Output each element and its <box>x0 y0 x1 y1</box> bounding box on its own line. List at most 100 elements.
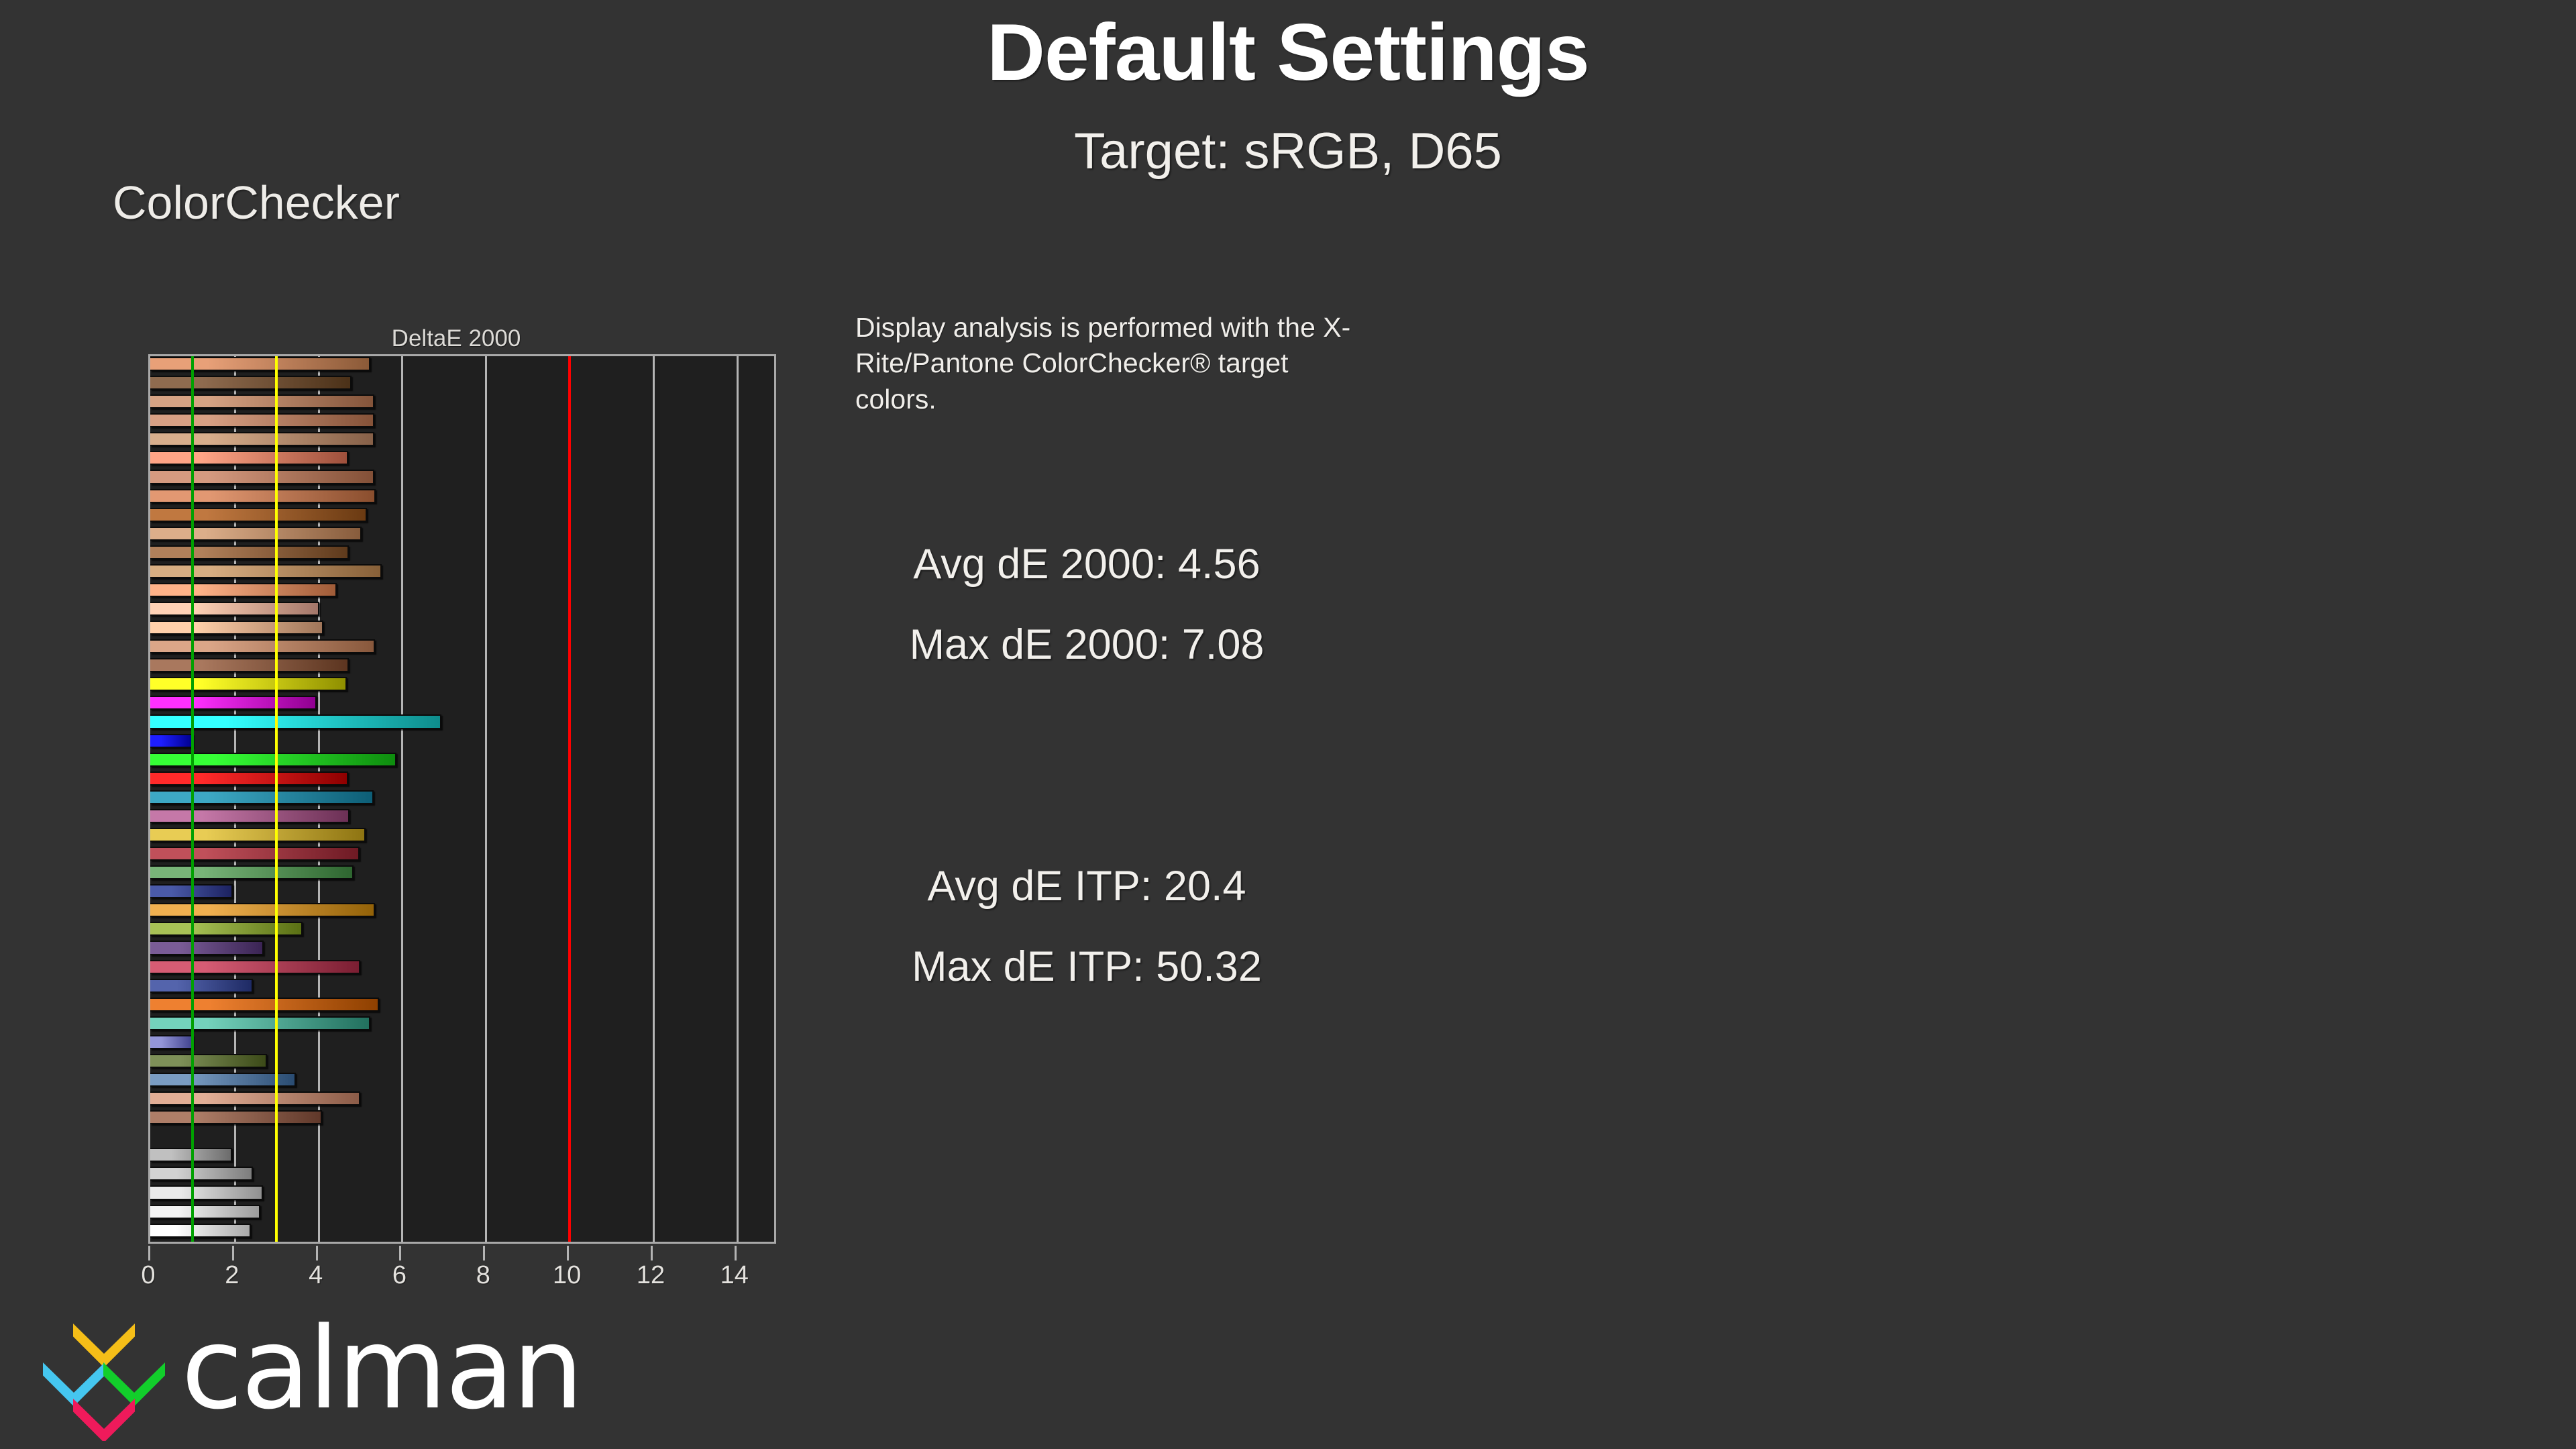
deltae-bar-row <box>150 1185 774 1203</box>
deltae-bar-panel: ColorChecker DeltaE 2000 0 2 4 6 8 10 12 14 <box>0 0 792 1315</box>
deltae-bar <box>150 677 347 692</box>
deltae-bar <box>150 357 370 372</box>
deltae-gridline <box>652 356 655 1242</box>
deltae-bar-row <box>150 752 774 771</box>
deltae-bar <box>150 978 253 993</box>
deltae-tick-label: 0 <box>141 1261 156 1289</box>
deltae-bar <box>150 658 349 673</box>
deltae-bar <box>150 752 396 767</box>
deltae-bar-row <box>150 1072 774 1091</box>
deltae-reference-line <box>191 356 195 1242</box>
colorchecker-section-label: ColorChecker <box>113 176 400 229</box>
deltae-bar <box>150 922 303 936</box>
deltae-chart-title: DeltaE 2000 <box>391 325 521 352</box>
deltae-bar <box>150 1034 193 1049</box>
deltae-bar <box>150 1091 360 1106</box>
deltae-bar <box>150 621 324 635</box>
deltae-tick <box>399 1246 402 1260</box>
deltae-bar-row <box>150 507 774 526</box>
deltae-gridline <box>736 356 739 1242</box>
deltae-bar-row <box>150 1204 774 1223</box>
deltae-plot-area <box>148 354 776 1244</box>
deltae-bar-row <box>150 959 774 978</box>
deltae-bar <box>150 413 374 428</box>
calman-diamond-icon <box>43 1324 165 1441</box>
deltae-bar <box>150 1053 268 1068</box>
deltae-bar <box>150 696 317 710</box>
deltae-bar <box>150 941 264 955</box>
deltae-bar <box>150 903 376 918</box>
deltae-bar <box>150 1016 371 1030</box>
deltae-bar <box>150 545 349 559</box>
deltae-bar <box>150 602 320 616</box>
deltae-bar-row <box>150 1110 774 1128</box>
deltae-bar <box>150 376 352 390</box>
deltae-x-tickmarks <box>148 1246 776 1263</box>
summary-panel: Display analysis is performed with the X… <box>792 0 1382 1449</box>
deltae-bar <box>150 790 374 804</box>
cie-chart-panel: CIE 1976 u'v' 00.050.10.150.20.250.30.35… <box>1382 0 2576 1315</box>
deltae-bar-row <box>150 394 774 413</box>
deltae-bar <box>150 526 362 541</box>
deltae-bar-row <box>150 564 774 582</box>
deltae-tick <box>483 1246 486 1260</box>
deltae-bar-row <box>150 639 774 657</box>
deltae-bar-row <box>150 883 774 902</box>
deltae-tick <box>567 1246 570 1260</box>
deltae-gridline <box>401 356 404 1242</box>
deltae-bar <box>150 1223 251 1238</box>
deltae-bar <box>150 564 382 578</box>
stat-avg-de2000: Avg dE 2000: 4.56 <box>913 541 1260 588</box>
deltae-bar-row <box>150 356 774 375</box>
deltae-bar <box>150 808 350 823</box>
deltae-bar <box>150 997 379 1012</box>
deltae-bar-row <box>150 695 774 714</box>
deltae-gridline <box>485 356 488 1242</box>
deltae-bar <box>150 714 441 729</box>
deltae-tick <box>231 1246 234 1260</box>
deltae-bar <box>150 470 374 484</box>
deltae-bar <box>150 733 193 748</box>
deltae-bar <box>150 1167 253 1181</box>
deltae-bar <box>150 394 374 409</box>
deltae-bar-row <box>150 865 774 883</box>
deltae-bar-row <box>150 733 774 752</box>
deltae-bar <box>150 771 348 786</box>
deltae-bar-row <box>150 620 774 639</box>
deltae-bar <box>150 507 367 522</box>
calman-chevron-right <box>103 1362 165 1407</box>
deltae-bar <box>150 639 375 654</box>
deltae-tick-label: 6 <box>392 1261 407 1289</box>
analysis-description: Display analysis is performed with the X… <box>855 312 1351 415</box>
deltae-bar-row <box>150 771 774 790</box>
deltae-bar-row <box>150 846 774 865</box>
deltae-bar <box>150 432 374 447</box>
deltae-bar-row <box>150 1016 774 1034</box>
deltae-bar-row <box>150 1147 774 1166</box>
page-title: Default Settings <box>987 7 1589 97</box>
page-subtitle: Target: sRGB, D65 <box>1074 123 1502 180</box>
deltae-bar-row <box>150 450 774 469</box>
stat-max-deitp: Max dE ITP: 50.32 <box>912 943 1262 990</box>
deltae-bar-row <box>150 601 774 620</box>
deltae-bar <box>150 847 360 861</box>
deltae-tick-label: 12 <box>636 1261 665 1289</box>
deltae-bar <box>150 1072 297 1087</box>
deltae-bar-row <box>150 469 774 488</box>
deltae-bar-row <box>150 488 774 507</box>
deltae-bar <box>150 827 366 843</box>
deltae-bar-row <box>150 582 774 601</box>
deltae-bar-row <box>150 1223 774 1242</box>
deltae-bar-row <box>150 1166 774 1185</box>
deltae-bar-row <box>150 921 774 940</box>
deltae-bar-row <box>150 940 774 959</box>
deltae-bar <box>150 582 337 598</box>
calman-chevron-bottom <box>73 1399 135 1441</box>
calman-chevron-top <box>73 1324 135 1368</box>
deltae-reference-line <box>568 356 572 1242</box>
deltae-bar <box>150 451 349 466</box>
deltae-bar <box>150 865 354 880</box>
deltae-tick-label: 4 <box>309 1261 323 1289</box>
deltae-bar-row <box>150 997 774 1016</box>
